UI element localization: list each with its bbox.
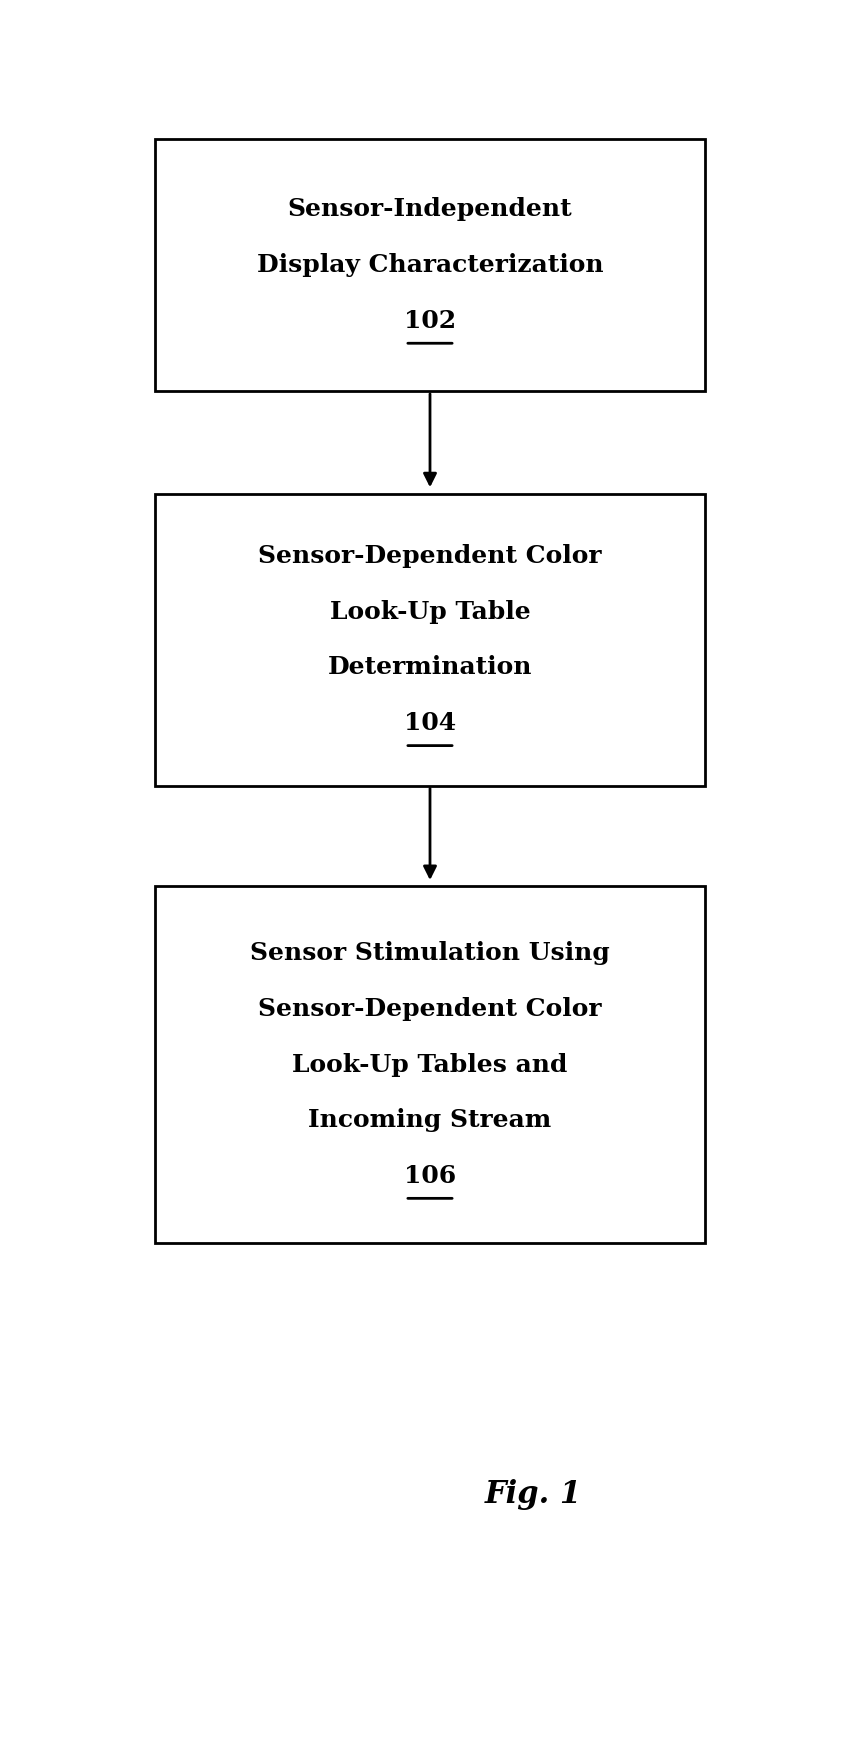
FancyBboxPatch shape [155, 886, 705, 1243]
FancyBboxPatch shape [155, 494, 705, 786]
Text: Incoming Stream: Incoming Stream [309, 1109, 551, 1131]
Text: Sensor Stimulation Using: Sensor Stimulation Using [250, 942, 610, 965]
Text: Sensor-Dependent Color: Sensor-Dependent Color [258, 998, 602, 1020]
Text: 102: 102 [404, 309, 456, 332]
Text: Fig. 1: Fig. 1 [485, 1479, 581, 1510]
Text: Look-Up Table: Look-Up Table [329, 600, 531, 624]
Text: Sensor-Dependent Color: Sensor-Dependent Color [258, 544, 602, 568]
Text: 104: 104 [404, 711, 456, 735]
Text: Determination: Determination [328, 655, 532, 680]
Text: 106: 106 [404, 1164, 456, 1187]
Text: Display Characterization: Display Characterization [256, 254, 604, 276]
Text: Sensor-Independent: Sensor-Independent [288, 198, 572, 221]
FancyBboxPatch shape [155, 139, 705, 391]
Text: Look-Up Tables and: Look-Up Tables and [292, 1053, 568, 1076]
